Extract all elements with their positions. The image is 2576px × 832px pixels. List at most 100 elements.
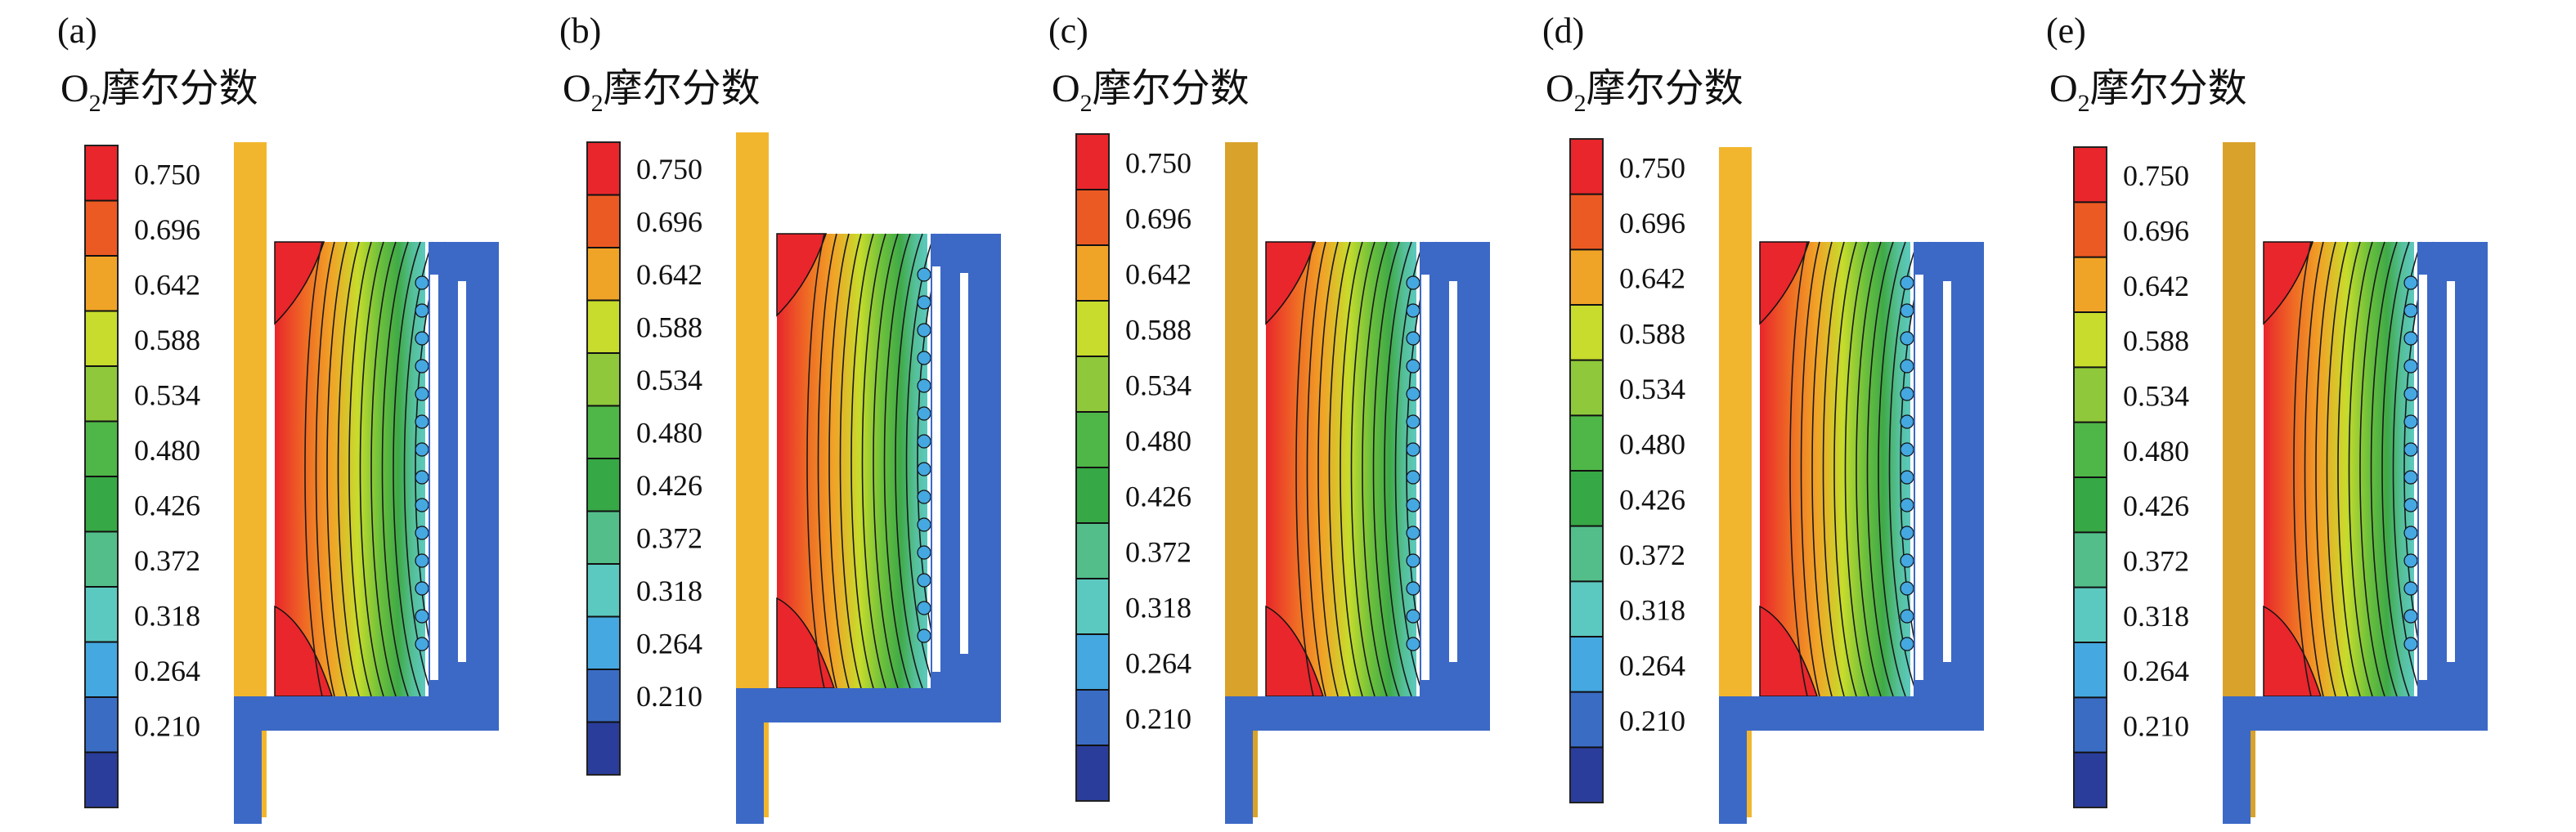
electrode-bubble: [1900, 498, 1914, 512]
panel-label: (d): [1542, 11, 1584, 51]
colorbar-segment: [2074, 257, 2107, 313]
contour-line: [2381, 241, 2410, 697]
colorbar-tick-label: 0.588: [1619, 317, 1685, 350]
panel-d: (d)O2摩尔分数0.7500.6960.6420.5880.5340.4800…: [1542, 11, 1984, 824]
contour-line: [1384, 241, 1412, 697]
electrode-bubble: [1406, 637, 1420, 651]
electrode-bubble: [1406, 553, 1420, 568]
colorbar-tick-label: 0.588: [636, 311, 702, 344]
electrode-bubble: [1900, 553, 1914, 568]
contour-field: [777, 234, 927, 688]
colorbar: 0.750 0.696 0.642 0.588 0.534 0.480 0.426 0.372…: [1569, 138, 1685, 803]
electrode-bubble: [917, 462, 931, 476]
contour-line: [1833, 241, 1857, 697]
colorbar-segment: [1076, 745, 1109, 802]
panel-label: (a): [57, 11, 97, 51]
electrode-bubble: [1900, 331, 1914, 346]
colorbar-segment: [2074, 752, 2107, 808]
colorbar-tick-label: 0.372: [636, 522, 702, 555]
colorbar-segment: [2074, 367, 2107, 423]
colorbar-tick-label: 0.534: [1619, 373, 1685, 405]
contour-line: [381, 241, 409, 697]
colorbar-segment: [85, 421, 118, 477]
gap-line: [1421, 275, 1429, 680]
colorbar-segment: [1076, 523, 1109, 579]
colorbar-segment: [2074, 642, 2107, 698]
colorbar-tick-label: 0.210: [2123, 709, 2189, 742]
electrode-bubble: [415, 526, 429, 540]
colorbar-tick-label: 0.210: [1125, 703, 1192, 736]
contour-line: [850, 233, 874, 689]
colorbar-tick-label: 0.426: [1125, 481, 1192, 513]
electrode-bubble: [2403, 275, 2418, 290]
contour-line: [2370, 241, 2398, 697]
wall-slot: [2447, 281, 2455, 662]
electrode-bubble: [917, 434, 931, 449]
colorbar-segment: [2074, 587, 2107, 643]
title-subscript: 2: [591, 90, 604, 117]
panel-title: O2摩尔分数: [2049, 67, 2247, 117]
bottom-wall: [234, 696, 499, 731]
title-o: O: [2049, 67, 2078, 110]
colorbar-tick-label: 0.264: [1619, 649, 1685, 682]
colorbar-segment: [587, 616, 620, 670]
colorbar-tick-label: 0.750: [1619, 151, 1685, 184]
domain-schematic: [736, 132, 1001, 824]
contour-line: [1800, 241, 1820, 697]
gap-line: [2419, 275, 2427, 680]
colorbar-segment: [85, 531, 118, 588]
colorbar-tick-label: 0.534: [134, 378, 200, 411]
colorbar-segment: [2074, 422, 2107, 478]
colorbar-segment: [587, 458, 620, 512]
electrode-bubble: [1900, 359, 1914, 374]
colorbar-tick-label: 0.642: [2123, 270, 2189, 302]
electrode-bubble: [2403, 581, 2418, 596]
colorbar-tick-label: 0.372: [1125, 536, 1192, 569]
title-subscript: 2: [1574, 90, 1586, 117]
contour-line: [873, 233, 899, 689]
contour-lobe-top: [1265, 241, 1317, 325]
electrode-bubble: [415, 442, 429, 457]
panel-label: (b): [559, 11, 601, 51]
wall-slot: [1943, 281, 1951, 662]
contour-line: [2359, 241, 2385, 697]
electrode-bubble: [917, 295, 931, 310]
colorbar-segment: [1076, 301, 1109, 357]
colorbar-segment: [1570, 305, 1603, 361]
electrode-bubble: [917, 351, 931, 365]
panel-title: O2摩尔分数: [61, 67, 258, 117]
colorbar-tick-label: 0.588: [1125, 314, 1192, 347]
title-text: 摩尔分数: [604, 67, 761, 110]
colorbar-segment: [85, 366, 118, 422]
contour-line: [370, 241, 397, 697]
gap-line: [430, 275, 438, 680]
contour-line: [337, 241, 360, 697]
colorbar-tick-label: 0.480: [636, 417, 702, 450]
electrode-bubble: [2403, 414, 2418, 429]
colorbar-segment: [1076, 634, 1109, 691]
colorbar-segment: [1076, 579, 1109, 635]
contour-field: [2264, 242, 2414, 696]
colorbar-segment: [587, 300, 620, 354]
contour-field: [1266, 242, 1416, 696]
colorbar-tick-label: 0.372: [1619, 539, 1685, 571]
electrode-bubble: [415, 414, 429, 429]
colorbar-tick-label: 0.696: [1125, 203, 1192, 235]
colorbar-tick-label: 0.264: [636, 628, 702, 660]
colorbar-segment: [587, 353, 620, 406]
colorbar: 0.750 0.696 0.642 0.588 0.534 0.480 0.426 0.372…: [2073, 146, 2189, 808]
contour-line: [1789, 241, 1808, 697]
electrode-bubble: [1406, 387, 1420, 401]
colorbar-tick-label: 0.534: [2123, 379, 2189, 412]
contour-line: [1372, 241, 1400, 697]
contour-line: [304, 241, 323, 697]
title-o: O: [61, 67, 89, 110]
colorbar: 0.750 0.696 0.642 0.588 0.534 0.480 0.426 0.372…: [84, 145, 200, 808]
title-o: O: [1546, 67, 1574, 110]
colorbar-segment: [1076, 356, 1109, 413]
title-text: 摩尔分数: [1093, 67, 1250, 110]
colorbar-segment: [587, 248, 620, 301]
title-subscript: 2: [89, 90, 101, 117]
colorbar-segment: [85, 145, 118, 201]
